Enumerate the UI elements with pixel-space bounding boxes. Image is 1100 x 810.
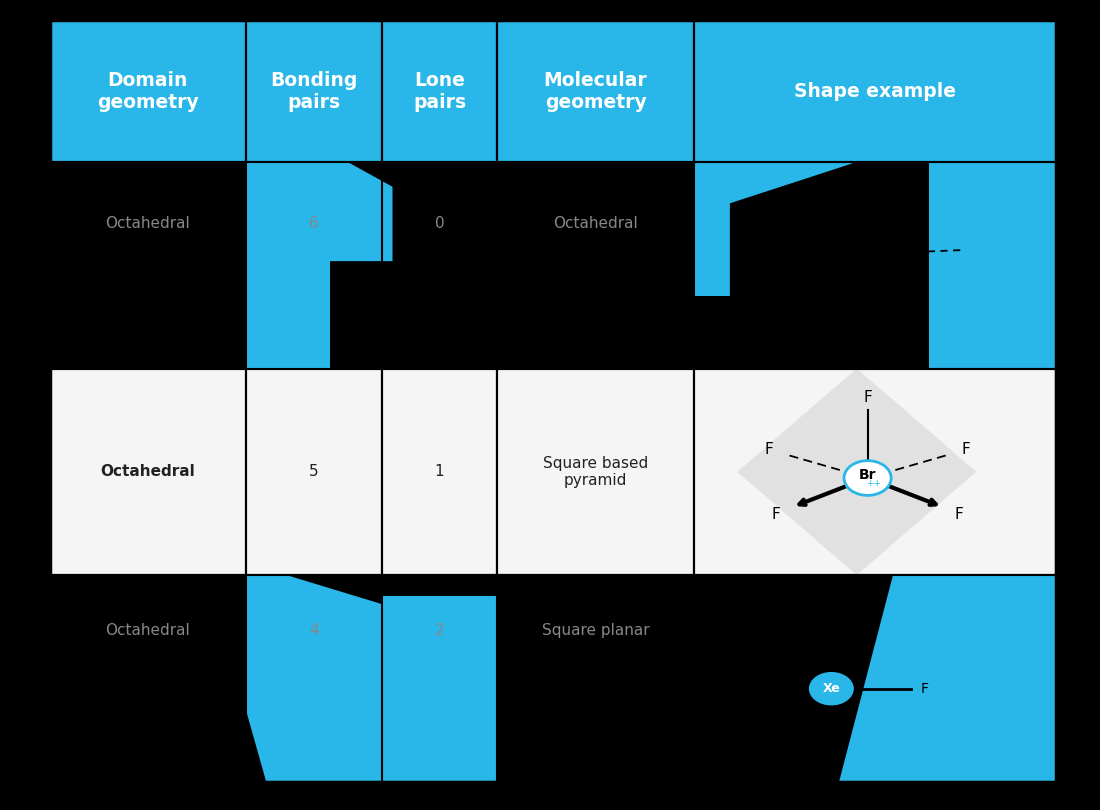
FancyBboxPatch shape (382, 20, 497, 162)
Text: Domain
geometry: Domain geometry (97, 70, 198, 112)
Text: 1: 1 (434, 464, 444, 480)
Text: F: F (764, 441, 773, 457)
FancyBboxPatch shape (382, 162, 497, 369)
FancyBboxPatch shape (694, 20, 1056, 162)
Text: F: F (827, 751, 835, 765)
PathPatch shape (245, 162, 393, 369)
Polygon shape (694, 162, 911, 296)
Text: F: F (772, 507, 780, 522)
Text: F: F (921, 682, 929, 696)
Text: Br: Br (859, 468, 877, 482)
Text: Shape example: Shape example (794, 82, 956, 100)
FancyBboxPatch shape (245, 575, 382, 782)
FancyBboxPatch shape (497, 20, 694, 162)
FancyBboxPatch shape (382, 369, 497, 575)
Text: F: F (886, 316, 893, 330)
Text: 4: 4 (309, 624, 319, 638)
Text: Octahedral: Octahedral (553, 216, 638, 232)
Text: 5: 5 (309, 464, 319, 480)
Polygon shape (730, 162, 911, 296)
Text: F: F (961, 441, 970, 457)
FancyBboxPatch shape (245, 369, 382, 575)
Polygon shape (737, 369, 977, 575)
FancyBboxPatch shape (497, 575, 694, 782)
Text: 0: 0 (434, 216, 444, 232)
Polygon shape (245, 575, 388, 782)
FancyBboxPatch shape (245, 20, 382, 162)
Text: Octahedral: Octahedral (106, 216, 190, 232)
Text: ++: ++ (866, 480, 881, 488)
Polygon shape (930, 162, 1056, 369)
Text: Bonding
pairs: Bonding pairs (270, 70, 358, 112)
Text: Square based
pyramid: Square based pyramid (543, 455, 648, 488)
FancyBboxPatch shape (497, 369, 694, 575)
Polygon shape (838, 575, 1056, 782)
Text: F: F (886, 180, 893, 194)
FancyBboxPatch shape (694, 369, 1056, 575)
FancyBboxPatch shape (50, 162, 245, 369)
FancyBboxPatch shape (245, 162, 382, 369)
Text: Molecular
geometry: Molecular geometry (543, 70, 648, 112)
Text: Xe: Xe (823, 682, 840, 695)
Circle shape (810, 672, 854, 705)
FancyBboxPatch shape (50, 369, 245, 575)
Text: F: F (734, 682, 741, 696)
FancyBboxPatch shape (694, 162, 1056, 369)
Text: F: F (793, 248, 801, 262)
Text: 6: 6 (309, 216, 319, 232)
Text: Lone
pairs: Lone pairs (412, 70, 466, 112)
Text: Square planar: Square planar (541, 624, 649, 638)
FancyBboxPatch shape (694, 575, 1056, 782)
Text: Octahedral: Octahedral (100, 464, 195, 480)
Text: Octahedral: Octahedral (106, 624, 190, 638)
Text: F: F (827, 612, 835, 627)
FancyBboxPatch shape (50, 20, 245, 162)
FancyBboxPatch shape (382, 575, 497, 782)
FancyBboxPatch shape (50, 575, 245, 782)
Text: 2: 2 (434, 624, 444, 638)
Text: F: F (955, 507, 964, 522)
Circle shape (844, 461, 891, 496)
Text: S: S (883, 246, 895, 264)
Polygon shape (382, 596, 497, 782)
FancyBboxPatch shape (497, 162, 694, 369)
Text: F: F (864, 390, 872, 406)
